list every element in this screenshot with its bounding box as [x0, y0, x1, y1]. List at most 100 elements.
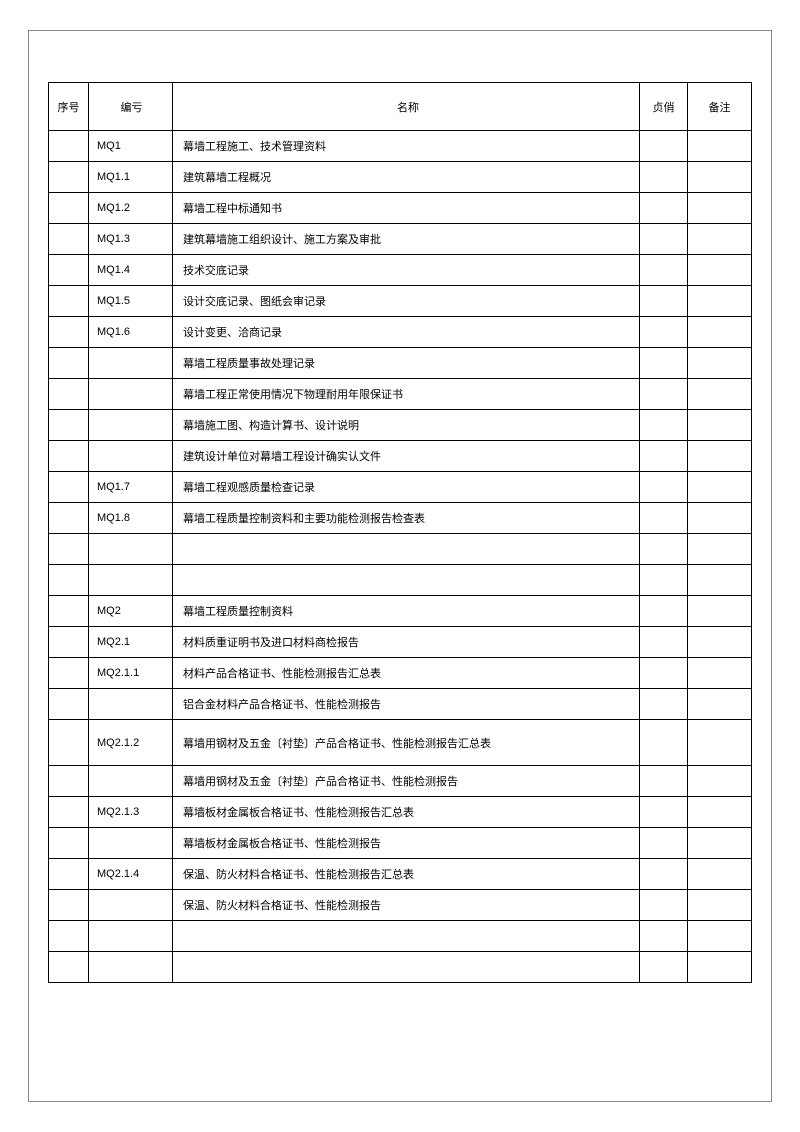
table-row: MQ1.4技术交底记录: [49, 255, 752, 286]
cell-name: 保温、防火材料合格证书、性能检测报告汇总表: [173, 859, 640, 890]
cell-seq: [49, 286, 89, 317]
cell-name: 幕墙工程质量控制资料和主要功能检测报告检查表: [173, 503, 640, 534]
table-row: 幕墙施工图、构造计算书、设计说明: [49, 410, 752, 441]
cell-note: [688, 286, 752, 317]
header-page: 贞俏: [640, 83, 688, 131]
cell-seq: [49, 162, 89, 193]
cell-seq: [49, 224, 89, 255]
cell-seq: [49, 797, 89, 828]
cell-note: [688, 859, 752, 890]
table-row: MQ1.2幕墙工程中标通知书: [49, 193, 752, 224]
cell-code: MQ1.7: [89, 472, 173, 503]
cell-page: [640, 890, 688, 921]
cell-seq: [49, 410, 89, 441]
cell-code: MQ1.2: [89, 193, 173, 224]
cell-note: [688, 534, 752, 565]
cell-page: [640, 472, 688, 503]
cell-seq: [49, 565, 89, 596]
cell-note: [688, 689, 752, 720]
cell-name: 幕墙施工图、构造计算书、设计说明: [173, 410, 640, 441]
cell-name: 建筑幕墙施工组织设计、施工方案及审批: [173, 224, 640, 255]
cell-name: 幕墙用钢材及五金〔衬垫〕产品合格证书、性能检测报告汇总表: [173, 720, 640, 766]
table-row: MQ2.1.3幕墙板材金属板合格证书、性能检测报告汇总表: [49, 797, 752, 828]
cell-note: [688, 596, 752, 627]
cell-page: [640, 131, 688, 162]
table-row: 保温、防火材料合格证书、性能检测报告: [49, 890, 752, 921]
cell-page: [640, 441, 688, 472]
cell-page: [640, 766, 688, 797]
cell-seq: [49, 890, 89, 921]
cell-page: [640, 410, 688, 441]
cell-page: [640, 348, 688, 379]
cell-page: [640, 828, 688, 859]
cell-code: MQ2.1.3: [89, 797, 173, 828]
table-row: MQ2.1.1材料产品合格证书、性能检测报告汇总表: [49, 658, 752, 689]
cell-code: [89, 410, 173, 441]
cell-name: 建筑幕墙工程概况: [173, 162, 640, 193]
table-row: MQ2.1.4保温、防火材料合格证书、性能检测报告汇总表: [49, 859, 752, 890]
cell-name: [173, 952, 640, 983]
cell-seq: [49, 658, 89, 689]
cell-seq: [49, 441, 89, 472]
cell-name: 技术交底记录: [173, 255, 640, 286]
cell-code: MQ2.1.1: [89, 658, 173, 689]
cell-note: [688, 224, 752, 255]
cell-note: [688, 255, 752, 286]
cell-seq: [49, 317, 89, 348]
cell-name: 幕墙工程中标通知书: [173, 193, 640, 224]
table-header-row: 序号 编亏 名称 贞俏 备注: [49, 83, 752, 131]
cell-note: [688, 890, 752, 921]
cell-code: [89, 534, 173, 565]
table-row: MQ1.1建筑幕墙工程概况: [49, 162, 752, 193]
cell-seq: [49, 255, 89, 286]
cell-code: [89, 890, 173, 921]
cell-code: MQ2.1: [89, 627, 173, 658]
cell-page: [640, 379, 688, 410]
cell-note: [688, 658, 752, 689]
cell-seq: [49, 534, 89, 565]
cell-seq: [49, 689, 89, 720]
cell-name: 幕墙工程质量控制资料: [173, 596, 640, 627]
table-row: MQ1幕墙工程施工、技术管理资料: [49, 131, 752, 162]
cell-code: [89, 921, 173, 952]
cell-code: [89, 348, 173, 379]
cell-code: [89, 952, 173, 983]
cell-code: MQ1.5: [89, 286, 173, 317]
cell-page: [640, 658, 688, 689]
table-row: [49, 921, 752, 952]
cell-page: [640, 162, 688, 193]
cell-page: [640, 689, 688, 720]
table-row: MQ1.6设计变更、洽商记录: [49, 317, 752, 348]
cell-note: [688, 952, 752, 983]
table-row: 幕墙工程正常使用情况下物理耐用年限保证书: [49, 379, 752, 410]
cell-code: MQ1.4: [89, 255, 173, 286]
cell-note: [688, 410, 752, 441]
cell-page: [640, 503, 688, 534]
cell-note: [688, 441, 752, 472]
cell-seq: [49, 952, 89, 983]
cell-seq: [49, 348, 89, 379]
cell-seq: [49, 379, 89, 410]
cell-note: [688, 720, 752, 766]
cell-name: 铝合金材料产品合格证书、性能检测报告: [173, 689, 640, 720]
table-row: [49, 565, 752, 596]
cell-code: MQ2.1.2: [89, 720, 173, 766]
cell-code: MQ1: [89, 131, 173, 162]
cell-name: [173, 921, 640, 952]
table-row: 铝合金材料产品合格证书、性能检测报告: [49, 689, 752, 720]
cell-note: [688, 797, 752, 828]
cell-note: [688, 921, 752, 952]
table-row: MQ2.1材料质重证明书及进口材料商检报告: [49, 627, 752, 658]
cell-name: 保温、防火材料合格证书、性能检测报告: [173, 890, 640, 921]
cell-page: [640, 596, 688, 627]
header-name: 名称: [173, 83, 640, 131]
cell-name: 幕墙工程观感质量检查记录: [173, 472, 640, 503]
cell-code: MQ2.1.4: [89, 859, 173, 890]
cell-name: 幕墙用钢材及五金〔衬垫〕产品合格证书、性能检测报告: [173, 766, 640, 797]
cell-seq: [49, 503, 89, 534]
cell-code: [89, 379, 173, 410]
cell-name: 幕墙工程质量事故处理记录: [173, 348, 640, 379]
cell-note: [688, 193, 752, 224]
cell-page: [640, 286, 688, 317]
cell-page: [640, 565, 688, 596]
